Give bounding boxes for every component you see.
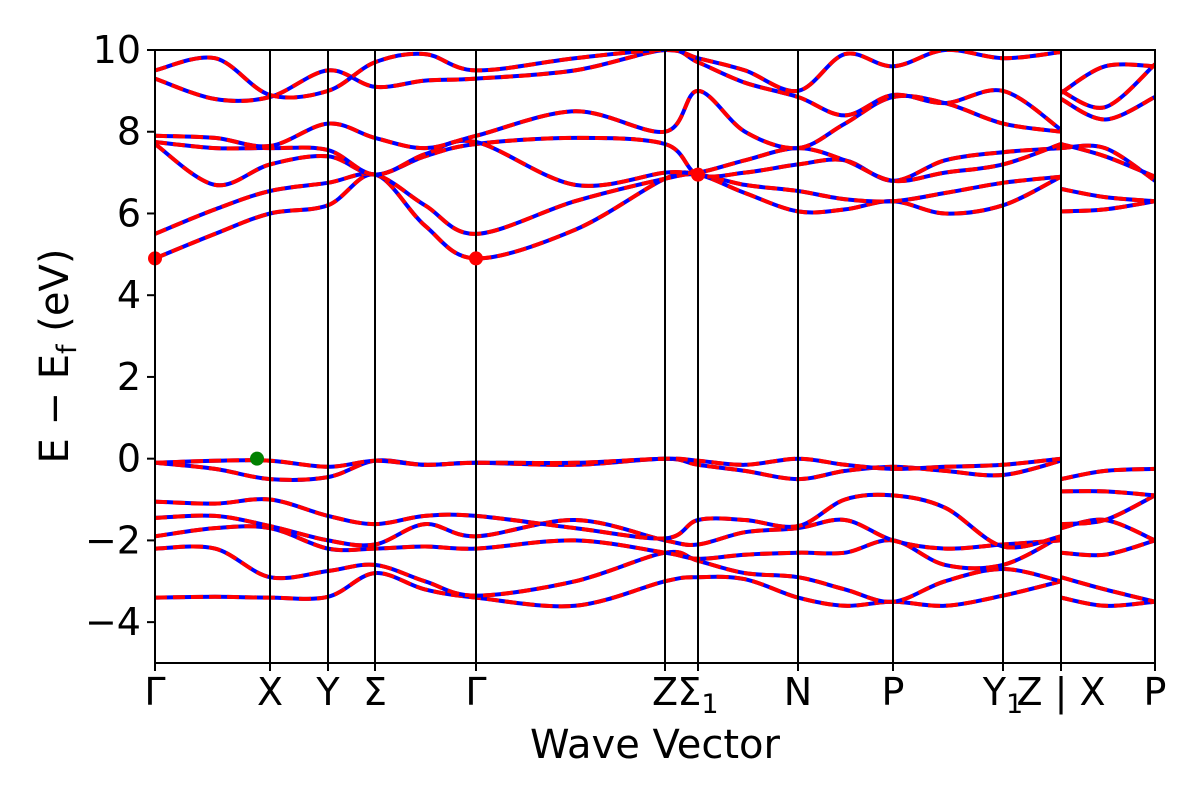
band-v5 [155, 492, 1062, 550]
x-tick-label: Y [315, 670, 340, 714]
band-c5 [1060, 95, 1155, 122]
band-v6 [1060, 489, 1155, 498]
band-v6-spin-up-line [1060, 489, 1155, 498]
x-axis-label: Wave Vector [530, 722, 781, 768]
band-v5 [1060, 493, 1155, 527]
band-c7-spin-up-line [1060, 62, 1155, 110]
vbm-marker [250, 451, 264, 466]
band-c1 [1060, 199, 1155, 214]
band-v2-spin-up-line [1060, 575, 1155, 604]
x-tick-label: P [882, 670, 905, 714]
band-c1 [155, 170, 1062, 261]
band-c4 [1060, 142, 1155, 179]
band-c2-spin-up-line [1060, 186, 1155, 204]
band-c4-spin-up-line [155, 138, 1062, 188]
band-v7-spin-up-line [1060, 466, 1155, 482]
y-axis-label-subscript: f [52, 343, 83, 354]
y-tick-label: 4 [117, 273, 141, 317]
x-tick-label: Γ [144, 670, 165, 714]
x-tick-label: P [1144, 670, 1167, 714]
band-c7 [1060, 62, 1155, 110]
x-tick-label: Z [652, 670, 678, 714]
x-axis-ticks: Γ X Y Σ Γ Z Σ1 N P Y1Z | X P [144, 663, 1166, 720]
bands-layer [155, 50, 1155, 609]
x-tick-label: Γ [465, 670, 486, 714]
band-v5-spin-up-line [1060, 493, 1155, 527]
band-c2 [155, 171, 1062, 236]
y-axis-label-unit: (eV) [32, 249, 78, 345]
axes-border [154, 49, 1156, 664]
x-tick-label: N [784, 670, 812, 714]
band-v7-spin-up-line [155, 456, 1062, 471]
band-v7 [155, 456, 1062, 471]
y-axis-label-main: E − E [32, 354, 78, 464]
band-v2 [1060, 575, 1155, 604]
band-c1-spin-up-line [1060, 199, 1155, 214]
band-c2-spin-up-line [155, 171, 1062, 236]
axes-frame [154, 49, 1156, 664]
band-c2 [1060, 186, 1155, 204]
band-c4 [155, 138, 1062, 188]
band-v5-spin-up-line [155, 492, 1062, 550]
high-symmetry-lines [269, 50, 1062, 663]
y-tick-label: 6 [117, 191, 141, 235]
y-tick-label: 8 [117, 110, 141, 154]
x-tick-label: X [257, 670, 283, 714]
band-v7 [1060, 466, 1155, 482]
y-axis-label: E − Ef (eV) [32, 249, 83, 464]
band-v3 [1060, 538, 1155, 558]
x-tick-label: Z | X [1016, 670, 1105, 715]
band-c6-spin-up-line [1059, 62, 1155, 95]
band-c5-spin-up-line [1060, 95, 1155, 122]
x-tick-label: Y1 [982, 670, 1023, 720]
band-v1 [155, 571, 1062, 609]
degeneracy-marker [691, 167, 705, 182]
y-tick-label: −2 [85, 518, 141, 562]
band-v1-spin-up-line [1060, 595, 1155, 608]
band-v2-spin-up-line [155, 544, 1062, 604]
band-v1 [1060, 595, 1155, 608]
band-c4-spin-up-line [1060, 142, 1155, 179]
y-tick-label: 2 [117, 355, 141, 399]
x-tick-label: Σ [363, 670, 387, 714]
band-c6 [1059, 62, 1155, 95]
y-tick-label: 0 [117, 437, 141, 481]
y-axis-ticks: −4 −2 0 2 4 6 8 10 [85, 28, 155, 644]
y-tick-label: −4 [85, 600, 141, 644]
band-v2 [155, 544, 1062, 604]
band-v1-spin-up-line [155, 571, 1062, 609]
cbm-marker [469, 251, 483, 266]
band-v3-spin-up-line [1060, 538, 1155, 558]
y-tick-label: 10 [93, 28, 141, 72]
band-c1-spin-up-line [155, 170, 1062, 261]
x-tick-label: Σ1 [677, 670, 718, 720]
